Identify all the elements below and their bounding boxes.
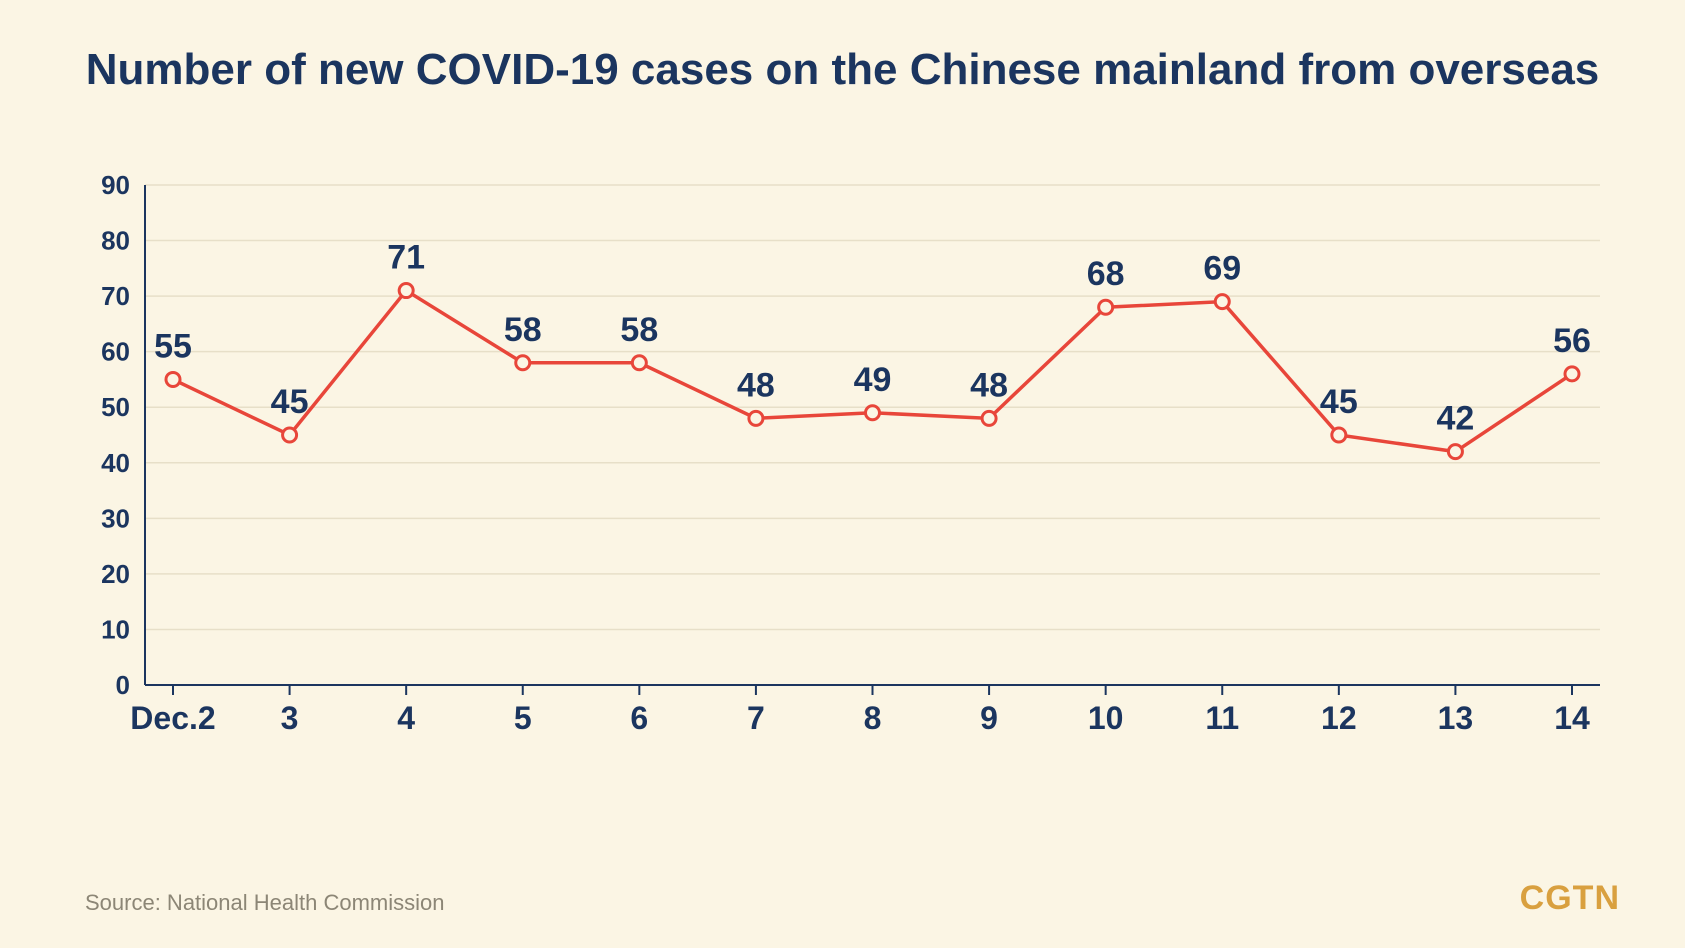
data-label: 55 xyxy=(154,327,192,365)
x-tick-label: 13 xyxy=(1438,700,1474,736)
x-tick-label: 14 xyxy=(1554,700,1590,736)
series-marker xyxy=(1215,295,1229,309)
y-tick-label: 70 xyxy=(101,281,130,311)
y-tick-label: 0 xyxy=(116,670,130,700)
x-tick-label: 4 xyxy=(397,700,415,736)
logo-text: CGTN xyxy=(1520,879,1620,918)
x-tick-label: 11 xyxy=(1205,700,1239,736)
chart-container: 0102030405060708090Dec.23456789101112131… xyxy=(75,175,1620,745)
y-tick-label: 20 xyxy=(101,559,130,589)
data-label: 45 xyxy=(1320,383,1358,421)
data-label: 56 xyxy=(1553,322,1591,360)
data-label: 48 xyxy=(737,366,775,404)
data-label: 45 xyxy=(271,383,309,421)
data-label: 49 xyxy=(854,361,892,399)
x-tick-label: Dec.2 xyxy=(130,700,215,736)
x-tick-label: 9 xyxy=(980,700,998,736)
series-marker xyxy=(283,428,297,442)
x-tick-label: 12 xyxy=(1321,700,1357,736)
x-tick-label: 7 xyxy=(747,700,765,736)
y-tick-label: 10 xyxy=(101,614,130,644)
y-tick-label: 90 xyxy=(101,175,130,200)
y-tick-label: 80 xyxy=(101,226,130,256)
series-marker xyxy=(866,406,880,420)
data-label: 68 xyxy=(1087,255,1125,293)
series-marker xyxy=(1332,428,1346,442)
series-marker xyxy=(1448,445,1462,459)
series-marker xyxy=(1565,367,1579,381)
series-marker xyxy=(982,411,996,425)
series-marker xyxy=(166,372,180,386)
x-tick-label: 10 xyxy=(1088,700,1124,736)
data-label: 48 xyxy=(970,366,1008,404)
source-text: Source: National Health Commission xyxy=(85,890,445,916)
chart-title: Number of new COVID-19 cases on the Chin… xyxy=(0,45,1685,95)
y-tick-label: 30 xyxy=(101,503,130,533)
x-tick-label: 6 xyxy=(630,700,648,736)
y-tick-label: 60 xyxy=(101,337,130,367)
data-label: 69 xyxy=(1203,250,1241,288)
data-label: 58 xyxy=(620,311,658,349)
line-chart: 0102030405060708090Dec.23456789101112131… xyxy=(75,175,1620,745)
series-marker xyxy=(399,284,413,298)
x-tick-label: 5 xyxy=(514,700,532,736)
x-tick-label: 8 xyxy=(864,700,882,736)
series-marker xyxy=(749,411,763,425)
series-marker xyxy=(632,356,646,370)
data-label: 58 xyxy=(504,311,542,349)
data-label: 42 xyxy=(1437,400,1475,438)
data-label: 71 xyxy=(387,239,425,277)
series-marker xyxy=(516,356,530,370)
series-marker xyxy=(1099,300,1113,314)
y-tick-label: 40 xyxy=(101,448,130,478)
y-tick-label: 50 xyxy=(101,392,130,422)
x-tick-label: 3 xyxy=(281,700,299,736)
